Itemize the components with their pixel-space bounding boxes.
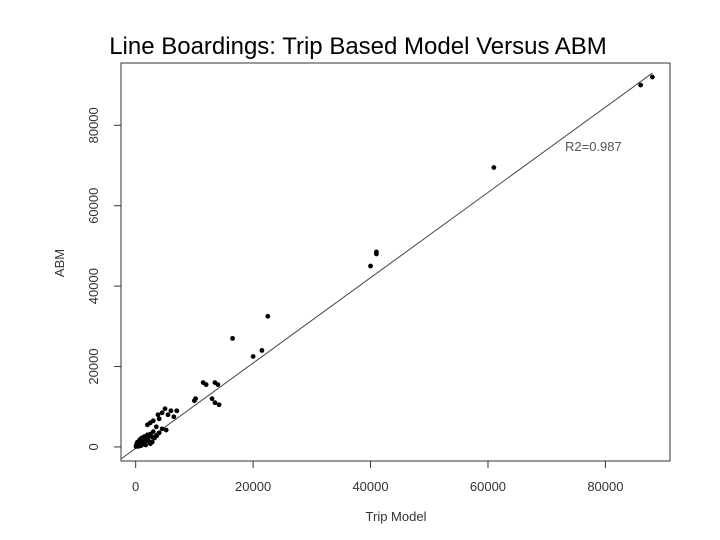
x-tick-label: 60000 xyxy=(470,479,506,494)
data-point xyxy=(216,402,222,408)
chart-title: Line Boardings: Trip Based Model Versus … xyxy=(109,33,607,60)
x-tick-label: 40000 xyxy=(352,479,388,494)
data-point xyxy=(203,382,209,388)
y-tick-label: 0 xyxy=(86,443,101,450)
x-tick-label: 0 xyxy=(132,479,139,494)
y-axis: 0 20000 40000 60000 80000 xyxy=(86,107,121,451)
x-tick-label: 20000 xyxy=(235,479,271,494)
data-point xyxy=(174,408,180,414)
data-point xyxy=(368,263,373,269)
data-point xyxy=(230,335,235,341)
y-axis-label: ABM xyxy=(52,249,67,277)
data-point xyxy=(159,426,165,432)
data-point xyxy=(154,433,160,439)
x-tick-label: 80000 xyxy=(587,479,623,494)
y-tick-label: 40000 xyxy=(86,268,101,304)
data-point xyxy=(209,396,215,402)
data-point xyxy=(265,313,271,319)
data-points xyxy=(133,74,655,449)
data-point xyxy=(156,416,162,422)
data-point xyxy=(159,410,165,416)
data-point xyxy=(171,414,177,420)
data-point xyxy=(140,436,146,442)
y-tick-label: 80000 xyxy=(86,107,101,143)
data-point xyxy=(147,441,153,447)
data-point xyxy=(163,427,169,433)
data-point xyxy=(649,74,655,80)
data-point xyxy=(259,348,265,353)
x-axis-label: Trip Model xyxy=(366,509,427,524)
data-point xyxy=(374,249,379,255)
data-point xyxy=(133,444,139,449)
data-point xyxy=(168,408,174,414)
data-point xyxy=(150,434,156,440)
data-point xyxy=(162,406,168,412)
y-tick-label: 20000 xyxy=(86,348,101,384)
data-point xyxy=(136,438,142,444)
fit-line xyxy=(120,72,653,460)
data-point xyxy=(638,82,644,88)
plot-frame xyxy=(120,62,671,462)
x-axis: 0 20000 40000 60000 80000 xyxy=(132,461,623,494)
data-point xyxy=(212,400,218,406)
data-point xyxy=(153,424,159,430)
data-point xyxy=(215,382,221,388)
y-tick-label: 60000 xyxy=(86,188,101,224)
data-point xyxy=(147,420,153,426)
data-point xyxy=(491,165,497,170)
data-point xyxy=(143,442,149,448)
data-point xyxy=(155,412,161,418)
data-point xyxy=(193,396,198,402)
r2-annotation: R2=0.987 xyxy=(565,139,622,154)
data-point xyxy=(165,412,171,418)
data-point xyxy=(250,354,256,359)
